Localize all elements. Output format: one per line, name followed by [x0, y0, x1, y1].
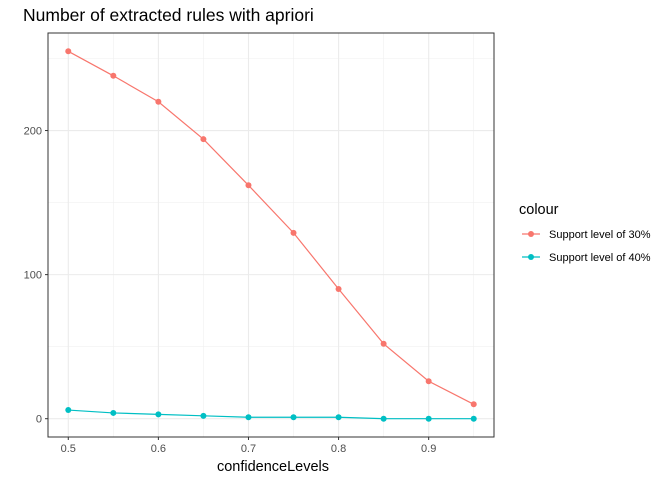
data-point — [290, 229, 297, 236]
x-tick-label: 0.9 — [421, 443, 436, 455]
y-tick-label: 100 — [24, 270, 42, 282]
data-point — [290, 414, 297, 421]
data-point — [110, 72, 117, 79]
data-point — [425, 378, 432, 385]
axes: 0.5 0.6 0.7 0.8 0.9 0 100 200 — [24, 126, 437, 455]
data-point — [425, 415, 432, 422]
y-tick-label: 0 — [36, 414, 42, 426]
data-point — [380, 415, 387, 422]
data-point — [245, 414, 252, 421]
legend-key-point — [528, 231, 534, 237]
data-point — [155, 98, 162, 105]
series-lines — [65, 48, 477, 422]
data-point — [470, 415, 477, 422]
legend-label: Support level of 40% — [549, 252, 651, 264]
data-point — [380, 340, 387, 347]
x-axis-title: confidenceLevels — [217, 459, 329, 475]
data-point — [245, 182, 252, 189]
data-point — [110, 409, 117, 416]
data-point — [200, 136, 207, 143]
x-tick-label: 0.7 — [241, 443, 256, 455]
data-point — [65, 48, 72, 55]
data-point — [335, 286, 342, 293]
data-point — [200, 412, 207, 419]
data-point — [335, 414, 342, 421]
legend-key-point — [528, 254, 534, 260]
chart-title: Number of extracted rules with apriori — [23, 5, 314, 25]
x-tick-label: 0.5 — [61, 443, 76, 455]
x-tick-label: 0.6 — [151, 443, 166, 455]
data-point — [155, 411, 162, 418]
series-line-1 — [67, 50, 475, 405]
y-tick-label: 200 — [24, 126, 42, 138]
legend-title: colour — [519, 202, 559, 218]
series-line-2 — [68, 409, 474, 420]
gridlines — [48, 33, 494, 437]
legend: colour Support level of 30% Support level… — [519, 202, 651, 264]
x-tick-label: 0.8 — [331, 443, 346, 455]
plot-panel-border — [47, 32, 495, 438]
data-point — [65, 407, 72, 414]
legend-label: Support level of 30% — [549, 229, 651, 241]
data-point — [470, 401, 477, 408]
